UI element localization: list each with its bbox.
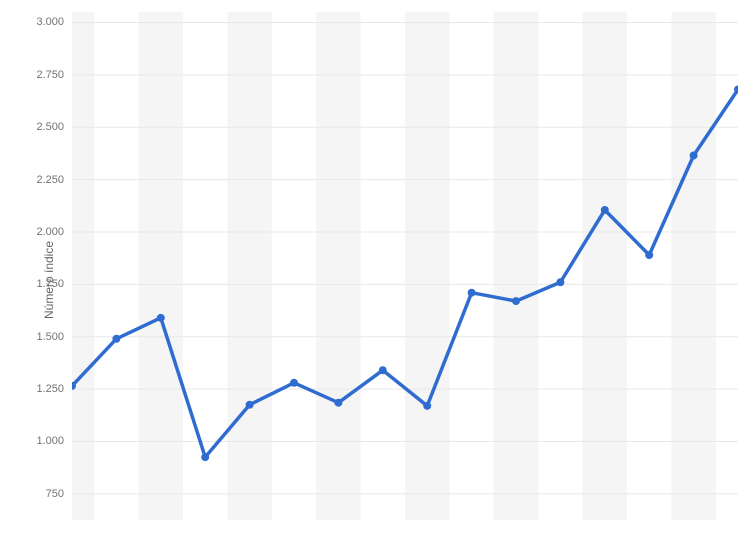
plot-band bbox=[72, 12, 94, 520]
y-tick-label: 2.000 bbox=[36, 226, 64, 238]
plot-band bbox=[405, 12, 449, 520]
y-tick-label: 2.250 bbox=[36, 174, 64, 186]
y-tick-label: 1.500 bbox=[36, 331, 64, 343]
plot-band bbox=[671, 12, 715, 520]
series-marker bbox=[468, 289, 476, 297]
y-tick-label: 750 bbox=[46, 488, 64, 500]
series-marker bbox=[601, 206, 609, 214]
y-tick-label: 1.750 bbox=[36, 278, 64, 290]
series-marker bbox=[512, 297, 520, 305]
series-marker bbox=[556, 278, 564, 286]
y-tick-label: 2.750 bbox=[36, 69, 64, 81]
series-marker bbox=[423, 402, 431, 410]
plot-band bbox=[583, 12, 627, 520]
series-marker bbox=[645, 251, 653, 259]
plot-band bbox=[494, 12, 538, 520]
series-marker bbox=[112, 335, 120, 343]
line-chart: Número índice 7501.0001.2501.5001.7502.0… bbox=[0, 0, 754, 560]
series-marker bbox=[690, 151, 698, 159]
y-tick-label: 1.000 bbox=[36, 435, 64, 447]
series-marker bbox=[246, 401, 254, 409]
plot-band bbox=[316, 12, 360, 520]
chart-svg bbox=[72, 12, 738, 520]
series-marker bbox=[157, 314, 165, 322]
plot-band bbox=[227, 12, 271, 520]
plot-band bbox=[139, 12, 183, 520]
y-tick-label: 2.500 bbox=[36, 121, 64, 133]
series-marker bbox=[201, 453, 209, 461]
y-tick-label: 1.250 bbox=[36, 383, 64, 395]
series-marker bbox=[379, 366, 387, 374]
series-marker bbox=[334, 399, 342, 407]
series-marker bbox=[290, 379, 298, 387]
y-tick-label: 3.000 bbox=[36, 16, 64, 28]
plot-area: 7501.0001.2501.5001.7502.0002.2502.5002.… bbox=[72, 12, 738, 520]
